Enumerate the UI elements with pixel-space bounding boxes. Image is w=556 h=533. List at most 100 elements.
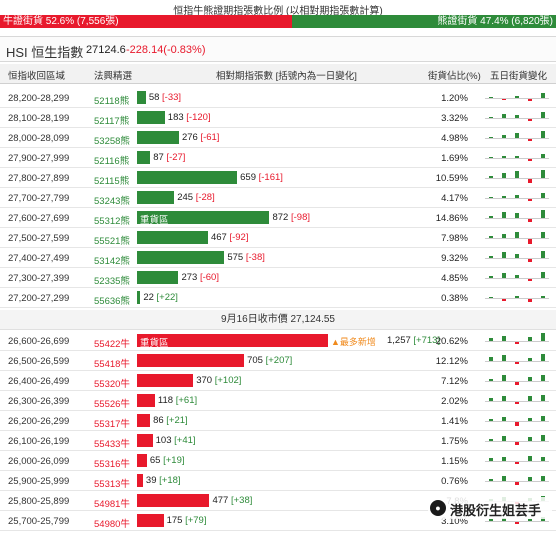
five-day-sparkline — [483, 473, 551, 489]
range-cell: 27,700-27,799 — [8, 193, 70, 204]
sparkline-bar — [541, 416, 545, 421]
contracts-bar — [137, 474, 143, 487]
contracts-cell: 659 [-161] — [137, 171, 427, 184]
sparkline-bar — [515, 342, 519, 345]
contracts-cell: 86 [+21] — [137, 414, 427, 427]
product-code-link[interactable]: 52116熊 — [94, 156, 130, 167]
table-row[interactable]: 26,200-26,299 55317牛 86 [+21] 1.41% — [0, 411, 556, 431]
table-row[interactable]: 26,300-26,399 55526牛 118 [+61] 2.02% — [0, 391, 556, 411]
sparkline-bar — [502, 234, 506, 238]
product-code-link[interactable]: 55526牛 — [94, 399, 130, 410]
sparkline-bar — [515, 170, 519, 178]
table-row[interactable]: 26,100-26,199 55433牛 103 [+41] 1.75% — [0, 431, 556, 451]
table-row[interactable]: 27,300-27,399 52335熊 273 [-60] 4.85% — [0, 268, 556, 288]
sparkline-bar — [489, 519, 493, 521]
contracts-value: 276 [-61] — [182, 132, 220, 143]
sparkline-baseline — [485, 218, 549, 219]
table-row[interactable]: 28,100-28,199 52117熊 183 [-120] 3.32% — [0, 108, 556, 128]
table-row[interactable]: 28,000-28,099 53258熊 276 [-61] 4.98% — [0, 128, 556, 148]
range-cell: 26,600-26,699 — [8, 336, 70, 347]
share-percent: 1.41% — [441, 416, 468, 427]
table-row[interactable]: 25,900-25,999 55313牛 39 [+18] 0.76% — [0, 471, 556, 491]
sparkline-baseline — [485, 258, 549, 259]
table-row[interactable]: 27,900-27,999 52116熊 87 [-27] 1.69% — [0, 148, 556, 168]
table-row[interactable]: 27,800-27,899 52115熊 659 [-161] 10.59% — [0, 168, 556, 188]
share-percent: 1.15% — [441, 456, 468, 467]
share-percent: 4.98% — [441, 133, 468, 144]
product-code-link[interactable]: 54980牛 — [94, 519, 130, 530]
sparkline-bar — [489, 457, 493, 461]
product-code-link[interactable]: 52115熊 — [94, 176, 130, 187]
contracts-cell: 58 [-33] — [137, 91, 427, 104]
contracts-change: [+22] — [156, 292, 178, 303]
product-code-link[interactable]: 54981牛 — [94, 499, 130, 510]
contracts-change: [+207] — [265, 355, 293, 366]
sparkline-bar — [528, 239, 532, 244]
sparkline-bar — [489, 418, 493, 421]
contracts-cell: 重貨區 872 [-98] — [137, 211, 427, 226]
contracts-bar — [137, 454, 147, 467]
table-row[interactable]: 28,200-28,299 52118熊 58 [-33] 1.20% — [0, 88, 556, 108]
sparkline-bar — [541, 353, 545, 361]
index-name[interactable]: HSI 恒生指數 — [6, 45, 84, 60]
product-code-link[interactable]: 55521熊 — [94, 236, 130, 247]
column-contracts: 相對期指張數 [括號內為一日變化] — [216, 71, 357, 82]
range-cell: 28,200-28,299 — [8, 93, 70, 104]
product-code-link[interactable]: 55422牛 — [94, 339, 130, 350]
table-row[interactable]: 26,500-26,599 55418牛 705 [+207] 12.12% — [0, 351, 556, 371]
sparkline-bar — [489, 197, 493, 198]
product-code-link[interactable]: 53142熊 — [94, 256, 130, 267]
contracts-value: 705 [+207] — [247, 355, 292, 366]
range-cell: 28,100-28,199 — [8, 113, 70, 124]
sparkline-bar — [515, 382, 519, 386]
product-code-link[interactable]: 55433牛 — [94, 439, 130, 450]
sparkline-bar — [502, 114, 506, 118]
sparkline-bar — [541, 435, 545, 441]
five-day-sparkline — [483, 353, 551, 369]
table-row[interactable]: 25,700-25,799 54980牛 175 [+79] 3.10% — [0, 511, 556, 531]
product-code-link[interactable]: 52117熊 — [94, 116, 130, 127]
sparkline-bar — [489, 337, 493, 341]
product-code-link[interactable]: 53243熊 — [94, 196, 130, 207]
table-row[interactable]: 27,700-27,799 53243熊 245 [-28] 4.17% — [0, 188, 556, 208]
sparkline-bar — [541, 250, 545, 258]
table-row[interactable]: 27,200-27,299 55636熊 22 [+22] 0.38% — [0, 288, 556, 308]
five-day-sparkline — [483, 170, 551, 186]
sparkline-bar — [528, 179, 532, 183]
table-row[interactable]: 27,500-27,599 55521熊 467 [-92] 7.98% — [0, 228, 556, 248]
product-code-link[interactable]: 55320牛 — [94, 379, 130, 390]
table-row[interactable]: 26,400-26,499 55320牛 370 [+102] 7.12% — [0, 371, 556, 391]
sparkline-bar — [515, 133, 519, 138]
product-code-link[interactable]: 55312熊 — [94, 216, 130, 227]
product-code-link[interactable]: 55636熊 — [94, 296, 130, 307]
sparkline-bar — [502, 517, 506, 521]
sparkline-bar — [489, 255, 493, 258]
five-day-sparkline — [483, 393, 551, 409]
product-code-link[interactable]: 52118熊 — [94, 96, 130, 107]
contracts-number: 276 — [181, 132, 198, 143]
column-share: 街貨佔比(%) — [428, 71, 481, 82]
product-code-link[interactable]: 55316牛 — [94, 459, 130, 470]
product-code-link[interactable]: 55313牛 — [94, 479, 130, 490]
product-code-link[interactable]: 52335熊 — [94, 276, 130, 287]
table-row[interactable]: 27,400-27,499 53142熊 575 [-38] 9.32% — [0, 248, 556, 268]
table-row[interactable]: 27,600-27,699 55312熊 重貨區 872 [-98] 14.86% — [0, 208, 556, 228]
contracts-number: 273 — [181, 272, 198, 283]
contracts-cell: 重貨區 ▲最多新增 1,257 [+713] — [137, 334, 440, 349]
range-cell: 27,400-27,499 — [8, 253, 70, 264]
product-code-link[interactable]: 55418牛 — [94, 359, 130, 370]
contracts-value: 273 [-60] — [181, 272, 219, 283]
contracts-value: 183 [-120] — [168, 112, 211, 123]
sparkline-bar — [502, 417, 506, 421]
product-code-link[interactable]: 53258熊 — [94, 136, 130, 147]
closing-price-divider: 9月16日收市價 27,124.55 — [0, 310, 556, 330]
share-percent: 9.32% — [441, 253, 468, 264]
bull-ratio-segment: 牛證街貨 52.6% (7,556張) — [0, 15, 293, 28]
contracts-value: 22 [+22] — [143, 292, 178, 303]
sparkline-bar — [528, 377, 532, 381]
product-code-link[interactable]: 55317牛 — [94, 419, 130, 430]
sparkline-baseline — [485, 481, 549, 482]
table-row[interactable]: 26,000-26,099 55316牛 65 [+19] 1.15% — [0, 451, 556, 471]
heavy-zone-label: 重貨區 — [140, 215, 169, 226]
table-row[interactable]: 26,600-26,699 55422牛 重貨區 ▲最多新增 1,257 [+713] 2… — [0, 331, 556, 351]
